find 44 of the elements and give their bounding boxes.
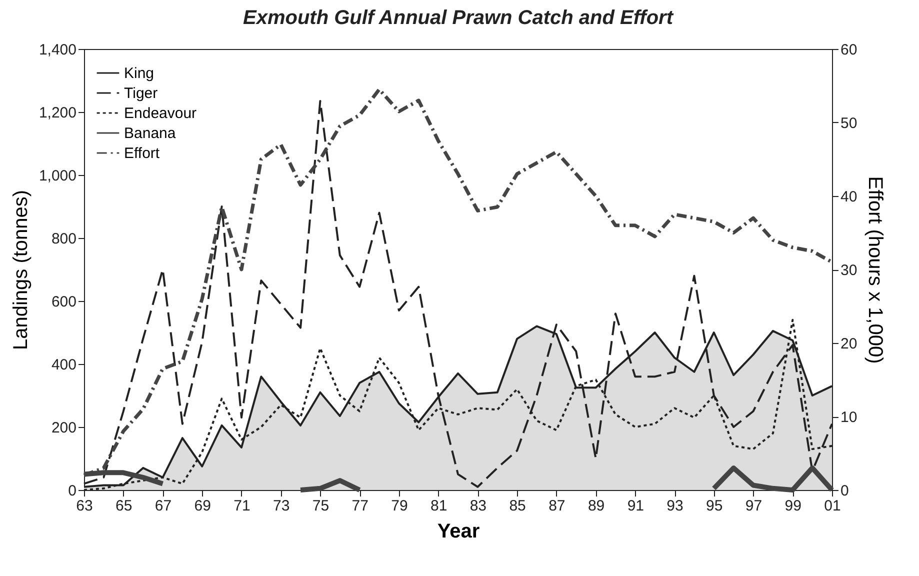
y2-tick-label: 10 <box>840 409 858 426</box>
y-tick-label: 1,000 <box>38 168 76 184</box>
x-tick-label: 93 <box>666 498 684 514</box>
y-tick-label: 600 <box>51 294 76 310</box>
y-tick-label: 400 <box>51 356 76 374</box>
y2-tick-label: 20 <box>840 336 858 352</box>
legend-label: Banana <box>124 125 176 142</box>
y-tick-label: 0 <box>68 482 76 500</box>
legend-label: Effort <box>124 145 160 162</box>
y2-tick-label: 0 <box>840 482 849 500</box>
x-tick-label: 01 <box>824 498 841 514</box>
legend-label: King <box>124 65 154 82</box>
legend-label: Endeavour <box>124 105 197 122</box>
x-axis-title: Year <box>437 520 480 542</box>
y2-tick-label: 50 <box>840 115 858 132</box>
x-tick-label: 99 <box>784 498 802 514</box>
y-tick-label: 1,200 <box>38 104 76 122</box>
x-tick-label: 83 <box>470 498 487 514</box>
x-tick-label: 67 <box>154 498 172 514</box>
x-tick-label: 95 <box>706 498 723 514</box>
x-tick-label: 63 <box>76 498 93 514</box>
x-tick-label: 81 <box>430 498 448 514</box>
x-tick-label: 71 <box>234 498 250 514</box>
chart-title: Exmouth Gulf Annual Prawn Catch and Effort <box>242 7 674 29</box>
x-tick-label: 97 <box>745 498 762 514</box>
y-tick-label: 800 <box>51 230 76 248</box>
x-tick-label: 65 <box>116 498 132 514</box>
x-tick-label: 79 <box>391 498 408 514</box>
y2-tick-label: 40 <box>840 188 858 206</box>
x-tick-label: 87 <box>548 498 566 514</box>
legend-label: Tiger <box>124 85 158 102</box>
x-tick-label: 85 <box>509 498 526 514</box>
x-tick-label: 75 <box>312 498 330 514</box>
y-axis-title: Landings (tonnes) <box>10 190 32 350</box>
y2-tick-label: 60 <box>840 42 858 58</box>
x-tick-label: 91 <box>627 498 644 514</box>
x-tick-label: 69 <box>194 498 211 514</box>
y2-axis-title: Effort (hours x 1,000) <box>864 176 886 364</box>
x-tick-label: 73 <box>273 498 290 514</box>
y-tick-label: 1,400 <box>38 42 76 58</box>
x-tick-label: 77 <box>352 498 368 514</box>
y2-tick-label: 30 <box>840 262 858 279</box>
x-tick-label: 89 <box>588 498 605 514</box>
y-tick-label: 200 <box>51 420 76 436</box>
